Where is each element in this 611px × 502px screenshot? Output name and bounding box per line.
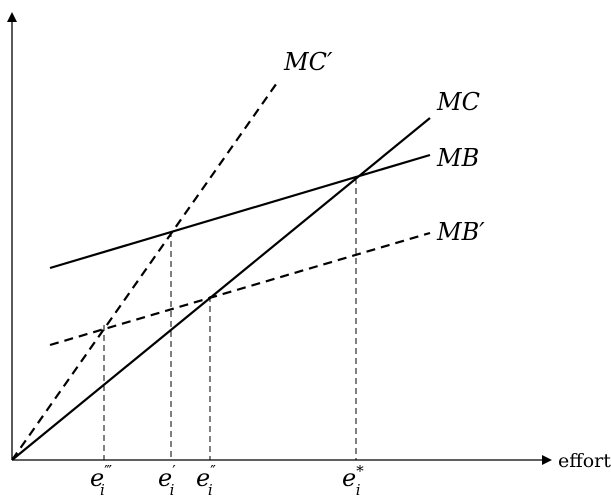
mc-label: MC <box>436 88 480 116</box>
mb-prime-line <box>49 231 431 347</box>
tick-label-e-triple-prime: e‴ i <box>90 462 112 499</box>
mb-prime-label: MB′ <box>436 218 485 246</box>
tick-label-e-prime: e′ i <box>158 462 176 499</box>
tick-label-e-star: e* i <box>342 462 364 499</box>
mc-prime-label: MC′ <box>283 48 333 76</box>
mb-label: MB <box>436 144 479 172</box>
mb-line <box>49 153 431 270</box>
x-axis-label: effort <box>558 450 611 472</box>
mc-prime-line <box>11 79 280 461</box>
mc-line <box>11 117 431 461</box>
tick-label-e-double-prime: e″ i <box>196 462 216 499</box>
